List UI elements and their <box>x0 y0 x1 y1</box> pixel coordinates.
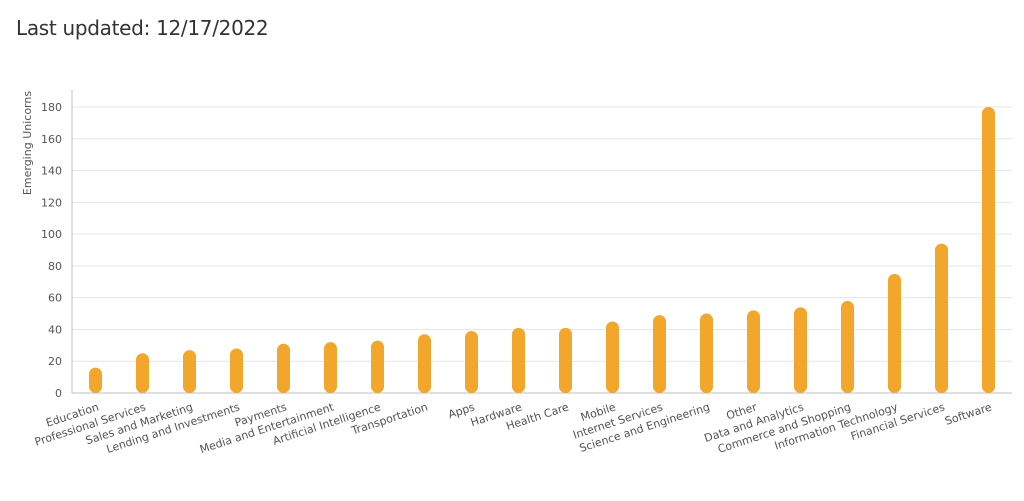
bar <box>512 327 525 393</box>
y-tick-label: 80 <box>48 260 62 273</box>
bar <box>371 340 384 393</box>
bar <box>935 243 948 393</box>
bar <box>418 334 431 393</box>
y-tick-label: 0 <box>55 387 62 400</box>
bar <box>841 300 854 393</box>
last-updated-label: Last updated: 12/17/2022 <box>16 16 269 40</box>
bar <box>794 307 807 393</box>
bar <box>606 321 619 393</box>
y-tick-label: 40 <box>48 323 62 336</box>
y-tick-label: 120 <box>41 196 62 209</box>
bar <box>888 273 901 393</box>
y-tick-label: 20 <box>48 355 62 368</box>
bar <box>700 313 713 393</box>
bar <box>982 107 995 393</box>
y-tick-label: 60 <box>48 292 62 305</box>
y-axis-ticks: 0 20 40 60 80 100 120 140 160 180 <box>41 101 62 400</box>
y-tick-label: 140 <box>41 165 62 178</box>
y-axis-label: Emerging Unicorns <box>21 91 34 195</box>
bar <box>559 327 572 393</box>
y-tick-label: 160 <box>41 133 62 146</box>
grid-lines <box>71 90 1012 393</box>
bar <box>465 331 478 393</box>
bar <box>653 315 666 393</box>
bar <box>230 348 243 393</box>
x-tick-label: Software <box>943 400 993 427</box>
bars <box>89 107 995 393</box>
y-tick-label: 100 <box>41 228 62 241</box>
bar <box>183 350 196 393</box>
bar <box>89 367 102 393</box>
bar <box>136 353 149 393</box>
bar <box>324 342 337 393</box>
bar <box>277 343 290 393</box>
y-tick-label: 180 <box>41 101 62 114</box>
bar <box>747 310 760 393</box>
